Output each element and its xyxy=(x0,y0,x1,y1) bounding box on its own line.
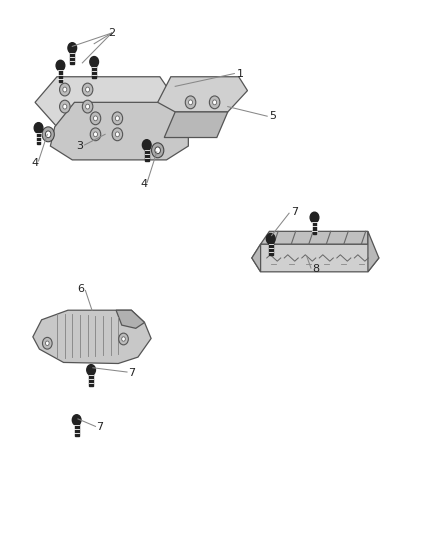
Text: 5: 5 xyxy=(269,111,276,121)
Circle shape xyxy=(60,83,70,96)
Circle shape xyxy=(93,132,98,137)
Polygon shape xyxy=(89,370,93,386)
Circle shape xyxy=(63,87,67,92)
Circle shape xyxy=(122,337,125,341)
Circle shape xyxy=(119,333,128,345)
Circle shape xyxy=(56,60,65,71)
Polygon shape xyxy=(252,244,379,272)
Circle shape xyxy=(209,96,220,109)
Polygon shape xyxy=(116,310,145,328)
Polygon shape xyxy=(35,77,177,127)
Circle shape xyxy=(85,104,90,109)
Polygon shape xyxy=(59,66,62,82)
Circle shape xyxy=(46,341,49,345)
Circle shape xyxy=(212,100,217,105)
Polygon shape xyxy=(50,102,188,160)
Circle shape xyxy=(87,365,95,375)
Circle shape xyxy=(68,43,77,53)
Circle shape xyxy=(266,233,275,244)
Polygon shape xyxy=(313,217,316,234)
Circle shape xyxy=(72,415,81,425)
Polygon shape xyxy=(164,112,228,138)
Text: 3: 3 xyxy=(77,141,84,151)
Polygon shape xyxy=(368,231,379,272)
Circle shape xyxy=(188,100,193,105)
Polygon shape xyxy=(33,310,151,364)
Circle shape xyxy=(46,131,51,138)
Circle shape xyxy=(93,116,98,121)
Circle shape xyxy=(112,128,123,141)
Circle shape xyxy=(85,87,90,92)
Circle shape xyxy=(42,127,54,142)
Text: 7: 7 xyxy=(128,368,135,378)
Circle shape xyxy=(115,116,120,121)
Text: 8: 8 xyxy=(313,264,320,274)
Circle shape xyxy=(112,112,123,125)
Text: 7: 7 xyxy=(291,207,298,217)
Text: 4: 4 xyxy=(140,179,147,189)
Circle shape xyxy=(90,56,99,67)
Circle shape xyxy=(185,96,196,109)
Circle shape xyxy=(152,143,164,158)
Text: 6: 6 xyxy=(78,284,85,294)
Circle shape xyxy=(34,123,43,133)
Polygon shape xyxy=(158,77,247,112)
Text: 7: 7 xyxy=(96,423,103,432)
Polygon shape xyxy=(92,62,96,78)
Circle shape xyxy=(42,337,52,349)
Polygon shape xyxy=(252,244,261,272)
Circle shape xyxy=(310,212,319,223)
Circle shape xyxy=(90,128,101,141)
Polygon shape xyxy=(261,231,368,244)
Circle shape xyxy=(142,140,151,150)
Text: 4: 4 xyxy=(32,158,39,167)
Polygon shape xyxy=(71,48,74,64)
Circle shape xyxy=(63,104,67,109)
Circle shape xyxy=(60,100,70,113)
Polygon shape xyxy=(269,239,272,255)
Text: 1: 1 xyxy=(237,69,244,78)
Circle shape xyxy=(82,83,93,96)
Circle shape xyxy=(115,132,120,137)
Polygon shape xyxy=(37,128,40,144)
Circle shape xyxy=(90,112,101,125)
Polygon shape xyxy=(145,145,148,161)
Circle shape xyxy=(155,147,160,154)
Circle shape xyxy=(82,100,93,113)
Polygon shape xyxy=(75,420,78,437)
Text: 2: 2 xyxy=(108,28,115,38)
